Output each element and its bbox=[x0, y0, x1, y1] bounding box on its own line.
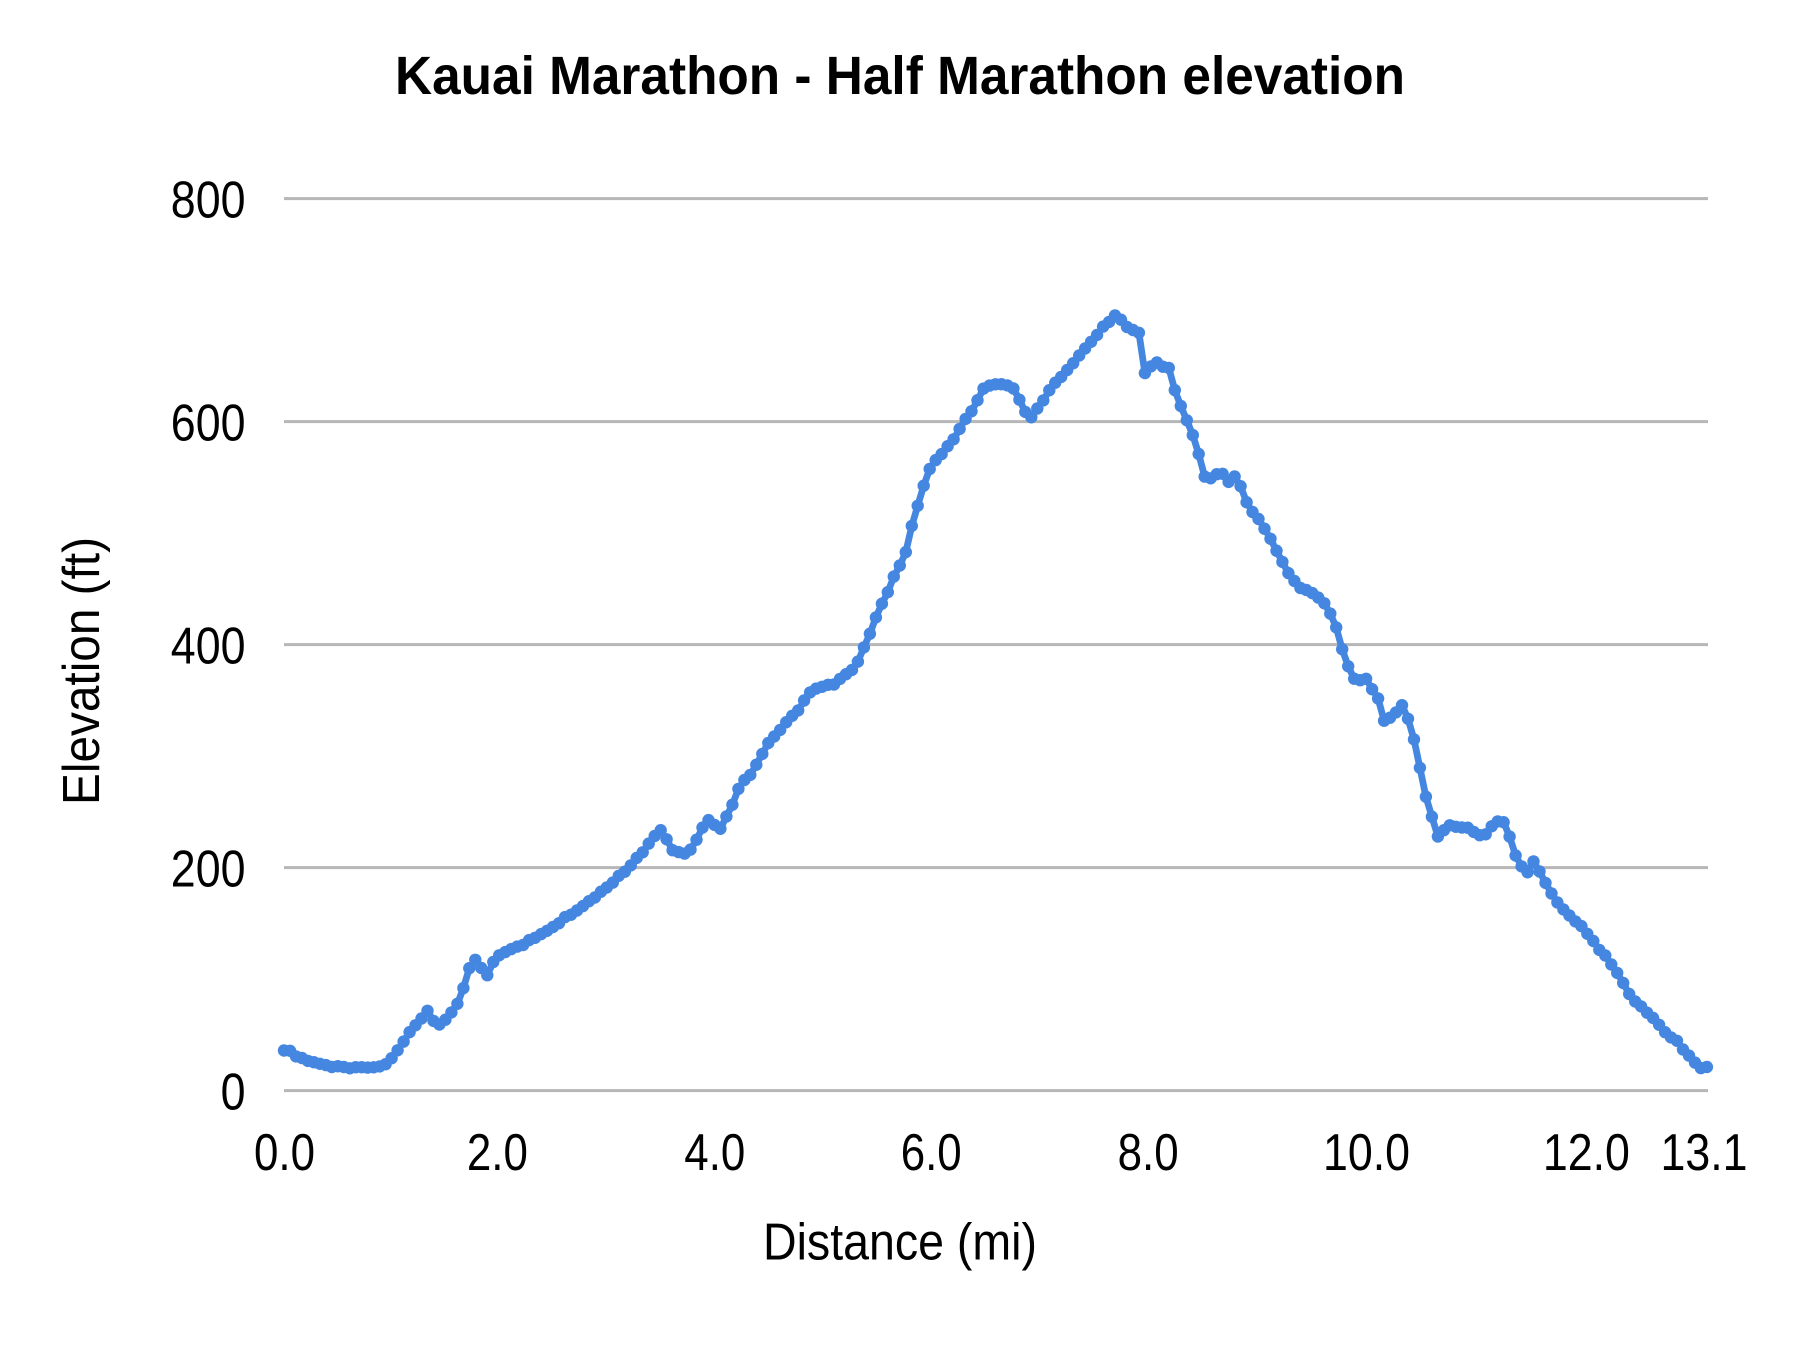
svg-text:13.1: 13.1 bbox=[1661, 1123, 1748, 1181]
svg-text:6.0: 6.0 bbox=[901, 1123, 962, 1181]
svg-text:0.0: 0.0 bbox=[254, 1123, 315, 1181]
svg-text:600: 600 bbox=[171, 393, 246, 451]
svg-text:8.0: 8.0 bbox=[1118, 1123, 1179, 1181]
svg-text:800: 800 bbox=[171, 170, 246, 228]
svg-text:12.0: 12.0 bbox=[1543, 1123, 1630, 1181]
svg-text:2.0: 2.0 bbox=[467, 1123, 528, 1181]
svg-text:0: 0 bbox=[221, 1062, 246, 1120]
svg-text:400: 400 bbox=[171, 616, 246, 674]
svg-text:Elevation (ft): Elevation (ft) bbox=[52, 537, 110, 805]
svg-text:4.0: 4.0 bbox=[684, 1123, 745, 1181]
svg-text:Distance (mi): Distance (mi) bbox=[763, 1213, 1037, 1271]
svg-text:200: 200 bbox=[171, 839, 246, 897]
svg-text:10.0: 10.0 bbox=[1323, 1123, 1410, 1181]
svg-text:Kauai Marathon - Half Marathon: Kauai Marathon - Half Marathon elevation bbox=[395, 46, 1405, 106]
